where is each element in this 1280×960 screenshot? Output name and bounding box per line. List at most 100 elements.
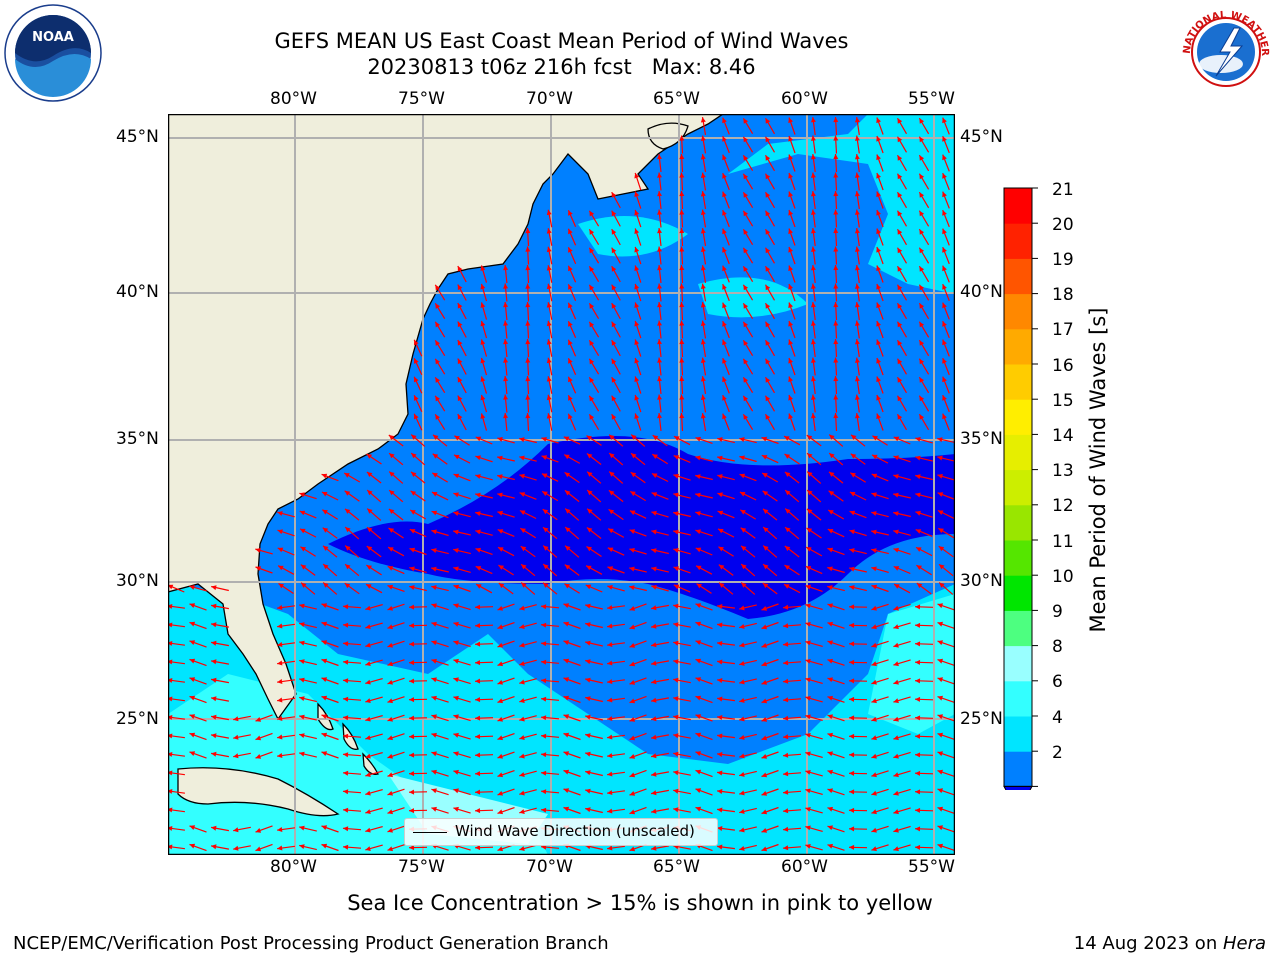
wave-direction-arrowhead (876, 210, 881, 216)
wave-direction-arrowhead (722, 265, 727, 272)
wave-direction-arrowhead (651, 753, 657, 759)
wave-direction-arrowhead (762, 583, 769, 589)
wave-direction-arrowhead (541, 455, 548, 460)
wave-direction-arrowhead (629, 643, 636, 648)
wave-direction-arrowhead (480, 265, 486, 271)
wave-direction-arrowhead (849, 529, 855, 535)
wave-direction-arrowhead (811, 228, 816, 234)
wave-direction-arrowhead (343, 752, 349, 758)
wave-direction-arrowhead (897, 284, 903, 291)
wave-direction-arrowhead (827, 621, 833, 627)
wave-direction-arrowhead (811, 339, 816, 345)
wave-direction-arrowhead (387, 716, 393, 722)
wave-direction-arrowhead (657, 172, 662, 178)
wave-direction-arrowhead (739, 753, 745, 759)
wave-direction-arrowhead (585, 770, 591, 776)
wave-direction-arrowhead (919, 173, 925, 180)
wave-direction-arrowhead (765, 173, 771, 180)
wave-direction-arrowhead (788, 358, 793, 364)
wave-direction-arrowhead (586, 527, 593, 533)
wave-direction-arrowhead (189, 843, 196, 849)
wave-direction-arrowhead (411, 434, 417, 440)
wave-direction-arrowhead (475, 678, 481, 684)
wave-direction-arrowhead (871, 735, 877, 741)
wave-direction-arrowhead (435, 321, 440, 328)
wave-direction-arrowhead (942, 413, 947, 420)
wave-direction-arrowhead (811, 283, 816, 289)
wave-direction-arrowhead (388, 547, 394, 552)
wave-direction-arrowhead (942, 284, 947, 290)
wave-direction-arrowhead (876, 228, 881, 235)
sea-ice-note-text: Sea Ice Concentration > 15% is shown in … (347, 891, 933, 915)
wave-direction-arrowhead (783, 715, 789, 721)
wave-direction-arrowhead (833, 172, 839, 178)
wave-direction-arrowhead (761, 791, 768, 796)
wave-direction-arrowhead (897, 118, 903, 124)
wave-direction-arrowhead (541, 473, 548, 479)
wave-direction-arrowhead (871, 753, 877, 759)
wave-direction-arrowhead (589, 340, 595, 346)
wave-direction-arrowhead (607, 605, 613, 610)
wave-direction-arrowhead (657, 154, 662, 160)
wave-direction-arrowhead (433, 434, 439, 440)
wave-direction-arrowhead (743, 266, 749, 272)
wave-direction-arrowhead (876, 376, 881, 383)
wave-direction-arrowhead (717, 622, 723, 628)
wave-direction-arrowhead (673, 640, 679, 646)
wave-direction-arrowhead (700, 228, 706, 234)
wave-direction-arrowhead (651, 716, 657, 722)
map-title: GEFS MEAN US East Coast Mean Period of W… (274, 29, 849, 53)
wave-direction-arrowhead (876, 339, 881, 346)
wave-direction-arrowhead (893, 529, 899, 535)
colorbar-segment (1004, 469, 1032, 506)
wave-direction-arrowhead (611, 340, 617, 346)
colorbar-tick: 13 (1052, 461, 1074, 481)
wave-direction-arrowhead (718, 564, 725, 570)
wave-direction-arrowhead (919, 136, 925, 143)
wave-direction-arrowhead (435, 340, 440, 346)
wave-direction-arrowhead (475, 474, 481, 479)
wave-direction-arrowhead (344, 583, 351, 589)
wave-direction-arrowhead (919, 284, 925, 291)
map-subtitle: 20230813 t06z 216h fcst Max: 8.46 (367, 55, 756, 79)
wave-direction-arrowhead (915, 770, 921, 776)
wave-direction-arrowhead (893, 846, 899, 852)
lon-label-bottom: 80°W (270, 857, 317, 877)
wave-direction-arrowhead (497, 661, 503, 667)
wave-direction-arrowhead (876, 191, 881, 198)
wave-direction-arrowhead (718, 528, 724, 534)
wave-direction-arrowhead (788, 191, 793, 198)
wave-direction-arrowhead (833, 339, 839, 345)
wave-direction-arrowhead (833, 265, 839, 271)
wave-direction-arrowhead (611, 303, 617, 309)
wave-direction-arrowhead (409, 678, 415, 684)
wave-direction-arrowhead (761, 606, 768, 611)
wave-direction-arrowhead (480, 320, 486, 327)
wave-direction-arrowhead (849, 585, 855, 590)
wave-direction-arrowhead (785, 508, 791, 514)
wave-direction-arrowhead (783, 826, 789, 832)
wave-direction-arrowhead (876, 284, 881, 290)
colorbar-segment (1004, 610, 1032, 647)
wave-direction-arrowhead (564, 490, 571, 496)
wave-direction-arrowhead (503, 283, 509, 289)
wave-direction-arrowhead (739, 642, 745, 648)
wave-direction-arrowhead (743, 395, 749, 402)
wave-direction-arrowhead (942, 173, 947, 179)
wave-direction-arrowhead (695, 714, 702, 719)
wave-direction-arrowhead (568, 395, 573, 401)
wave-direction-arrowhead (937, 825, 943, 831)
wave-direction-arrowhead (717, 752, 723, 757)
wave-direction-arrowhead (568, 302, 573, 309)
wave-direction-arrowhead (431, 695, 437, 701)
wave-direction-arrowhead (519, 753, 525, 759)
wave-direction-arrowhead (700, 117, 706, 123)
colorbar-segment (1004, 540, 1032, 576)
wave-direction-arrowhead (937, 603, 943, 609)
wave-direction-arrowhead (607, 753, 613, 758)
wave-direction-arrowhead (893, 624, 899, 630)
wave-direction-arrowhead (717, 770, 723, 776)
wave-direction-arrowhead (630, 491, 636, 497)
wave-direction-arrowhead (805, 825, 811, 831)
wave-direction-arrowhead (343, 622, 349, 628)
